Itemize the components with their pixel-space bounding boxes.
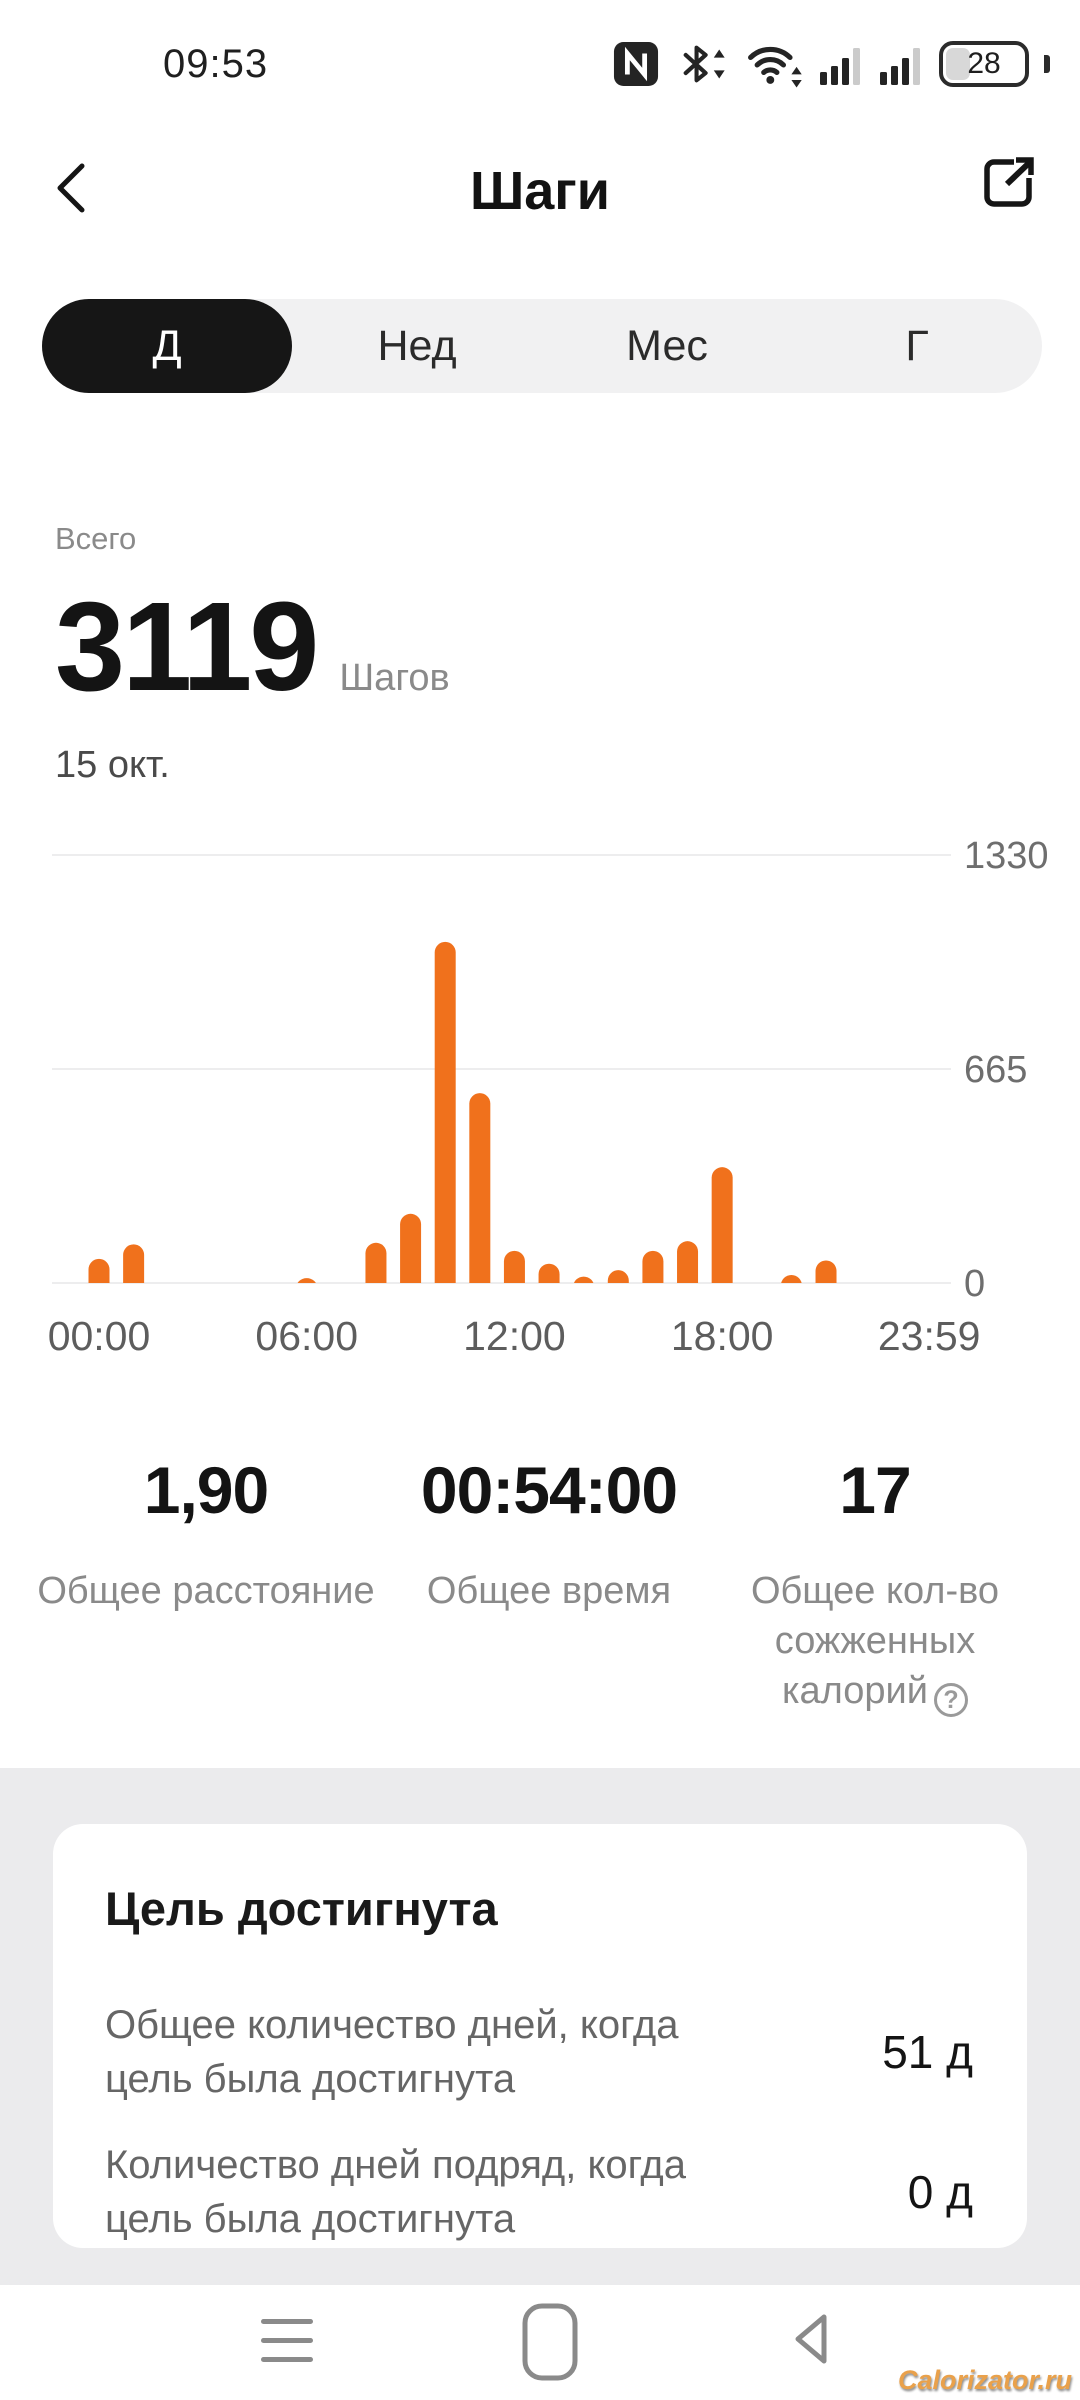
chart-bar[interactable]	[573, 1276, 594, 1297]
chart-bar[interactable]	[296, 1278, 317, 1297]
signal-bars-icon	[879, 41, 925, 87]
x-axis-tick: 18:00	[671, 1313, 774, 1359]
tab-year[interactable]: Г	[905, 321, 929, 370]
steps-total-row: 3119 Шагов	[55, 576, 450, 717]
chart-bar[interactable]	[642, 1250, 664, 1297]
steps-bar-chart[interactable]: 0 665 1330 00:00 06:00 12:00 18:00 23:59	[0, 800, 1080, 1380]
page-title: Шаги	[470, 161, 610, 221]
tab-day[interactable]: Д	[42, 299, 292, 393]
wifi-icon	[745, 38, 805, 90]
chevron-left-icon	[57, 163, 85, 213]
goal-row-streak-days: Количество дней подряд, когда цель была …	[105, 2138, 977, 2246]
chart-bar[interactable]	[711, 1167, 733, 1297]
home-icon	[522, 2303, 578, 2381]
clock: 09:53	[163, 42, 269, 86]
tab-month[interactable]: Мес	[626, 321, 708, 370]
y-axis-tick: 665	[964, 1049, 1027, 1091]
distance-value: 1,90	[143, 1453, 269, 1527]
watermark: Calorizator.ru	[897, 2365, 1072, 2395]
goal-total-days-value: 51 д	[882, 2026, 973, 2078]
time-label: Общее время	[426, 1570, 672, 1612]
stat-calories: 17 Общее кол-во сожженных калорий?	[725, 1452, 1025, 1717]
calories-value: 17	[839, 1453, 911, 1527]
recents-button[interactable]	[261, 2319, 313, 2362]
x-axis-tick: 00:00	[48, 1313, 151, 1359]
chart-bar[interactable]	[538, 1263, 560, 1297]
back-triangle-icon	[795, 2314, 827, 2364]
stat-time: 00:54:00 Общее время	[369, 1452, 729, 1616]
battery-fill	[946, 48, 970, 80]
y-axis-tick: 0	[964, 1263, 985, 1305]
goal-streak-days-value: 0 д	[907, 2166, 973, 2218]
stats-row: 1,90 Общее расстояние 00:54:00 Общее вре…	[0, 1452, 1080, 1752]
date-label: 15 окт.	[55, 744, 170, 786]
period-tabs: Д Нед Мес Г	[42, 299, 1042, 393]
chart-bar[interactable]	[781, 1274, 802, 1297]
goal-section: Цель достигнута Общее количество дней, к…	[0, 1768, 1080, 2285]
nav-back-button[interactable]	[788, 2311, 834, 2372]
battery-percent: 28	[967, 47, 1001, 80]
chart-bar[interactable]	[815, 1260, 837, 1297]
calories-label-text: Общее кол-во сожженных калорий	[750, 1570, 1000, 1712]
question-circle-icon[interactable]: ?	[933, 1683, 968, 1717]
goal-streak-days-label: Количество дней подряд, когда цель была …	[105, 2143, 687, 2241]
nfc-icon	[613, 41, 659, 87]
distance-label: Общее расстояние	[37, 1570, 375, 1612]
total-label: Всего	[55, 521, 137, 556]
status-icons: 28	[613, 36, 1050, 92]
battery-icon: 28	[939, 41, 1029, 87]
x-axis-tick: 12:00	[463, 1313, 566, 1359]
steps-chart[interactable]: 0 665 1330 00:00 06:00 12:00 18:00 23:59	[0, 800, 1080, 1380]
steps-unit: Шагов	[339, 657, 450, 699]
chart-bar[interactable]	[677, 1241, 699, 1297]
time-value: 00:54:00	[420, 1453, 678, 1527]
signal-bars-icon	[819, 41, 865, 87]
goal-card: Цель достигнута Общее количество дней, к…	[53, 1824, 1027, 2248]
chart-bar[interactable]	[365, 1242, 387, 1297]
tab-week[interactable]: Нед	[377, 321, 457, 370]
goal-total-days-label: Общее количество дней, когда цель была д…	[105, 2003, 679, 2101]
share-icon	[984, 157, 1034, 207]
chart-bar[interactable]	[88, 1258, 110, 1297]
chart-bar[interactable]	[434, 941, 456, 1297]
battery-nub	[1044, 55, 1050, 73]
x-axis-tick: 23:59	[878, 1313, 981, 1359]
chart-bar[interactable]	[607, 1270, 629, 1297]
back-button[interactable]	[46, 158, 106, 218]
calories-label: Общее кол-во сожженных калорий?	[725, 1566, 1025, 1717]
home-button[interactable]	[522, 2303, 578, 2386]
chart-bar[interactable]	[469, 1093, 491, 1297]
chart-bar[interactable]	[400, 1213, 422, 1297]
chart-bar[interactable]	[123, 1244, 145, 1297]
x-axis-tick: 06:00	[255, 1313, 358, 1359]
summary: Всего 3119 Шагов 15 окт.	[55, 521, 450, 787]
android-nav-bar	[0, 2285, 1080, 2400]
stat-distance: 1,90 Общее расстояние	[26, 1452, 386, 1616]
bluetooth-icon	[673, 39, 731, 89]
share-button[interactable]	[978, 152, 1040, 214]
goal-row-total-days: Общее количество дней, когда цель была д…	[105, 1998, 977, 2106]
goal-title: Цель достигнута	[105, 1882, 498, 1935]
y-axis-tick: 1330	[964, 835, 1049, 877]
steps-value: 3119	[55, 576, 319, 717]
chart-bar[interactable]	[503, 1250, 525, 1297]
